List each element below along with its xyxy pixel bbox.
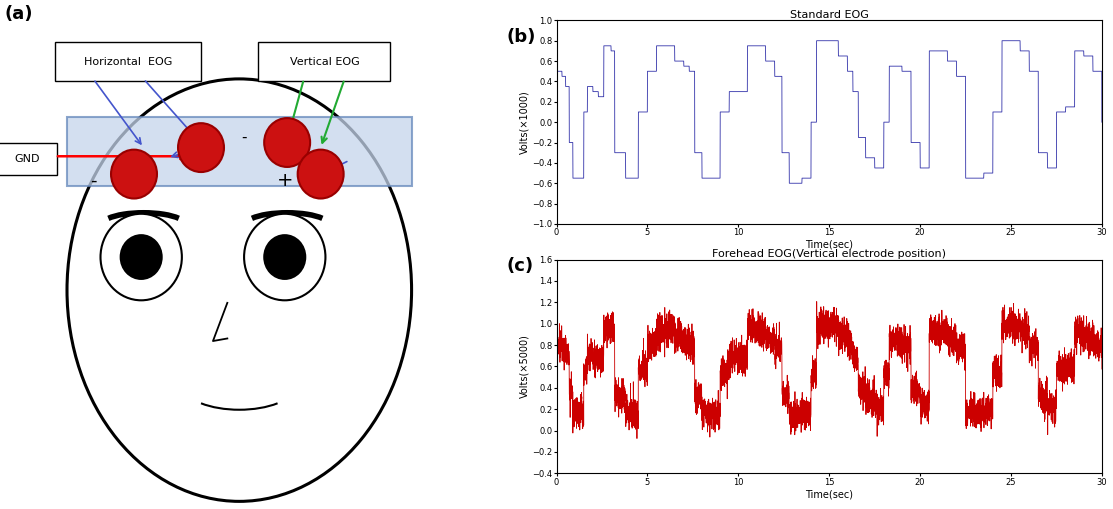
Text: Horizontal  EOG: Horizontal EOG xyxy=(83,56,173,67)
Text: (a): (a) xyxy=(4,5,33,23)
Circle shape xyxy=(178,123,224,172)
Text: -: - xyxy=(242,130,247,145)
Circle shape xyxy=(264,118,311,167)
Text: GND: GND xyxy=(14,154,40,164)
X-axis label: Time(sec): Time(sec) xyxy=(805,240,854,250)
Circle shape xyxy=(244,214,325,300)
Circle shape xyxy=(263,234,306,280)
Circle shape xyxy=(297,150,344,199)
Y-axis label: Volts(×1000): Volts(×1000) xyxy=(520,90,530,154)
FancyBboxPatch shape xyxy=(0,143,58,175)
Title: Forehead EOG(Vertical electrode position): Forehead EOG(Vertical electrode position… xyxy=(712,249,946,259)
X-axis label: Time(sec): Time(sec) xyxy=(805,489,854,499)
Text: (c): (c) xyxy=(506,257,533,275)
Title: Standard EOG: Standard EOG xyxy=(790,10,868,19)
FancyBboxPatch shape xyxy=(67,117,412,186)
FancyBboxPatch shape xyxy=(55,42,201,81)
Text: Vertical EOG: Vertical EOG xyxy=(289,56,359,67)
Circle shape xyxy=(100,214,181,300)
Circle shape xyxy=(119,234,162,280)
Text: +: + xyxy=(276,171,293,190)
Circle shape xyxy=(111,150,157,199)
Text: (b): (b) xyxy=(506,28,535,46)
Y-axis label: Volts(×5000): Volts(×5000) xyxy=(520,334,530,399)
Text: -: - xyxy=(90,172,97,190)
FancyBboxPatch shape xyxy=(258,42,390,81)
